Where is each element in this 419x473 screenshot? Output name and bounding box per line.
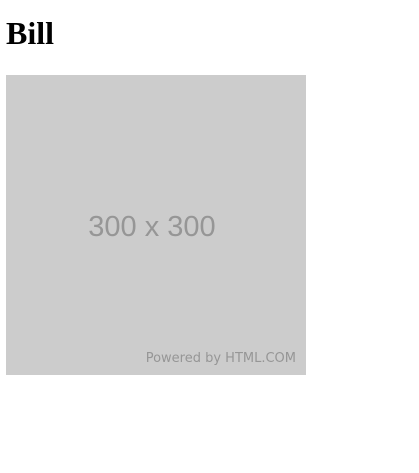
placeholder-dimensions-label: 300 x 300 — [88, 211, 216, 243]
placeholder-image: 300 x 300 Powered by HTML.COM — [6, 75, 306, 375]
page-title: Bill — [6, 15, 55, 51]
placeholder-credit-label: Powered by HTML.COM — [145, 351, 296, 366]
